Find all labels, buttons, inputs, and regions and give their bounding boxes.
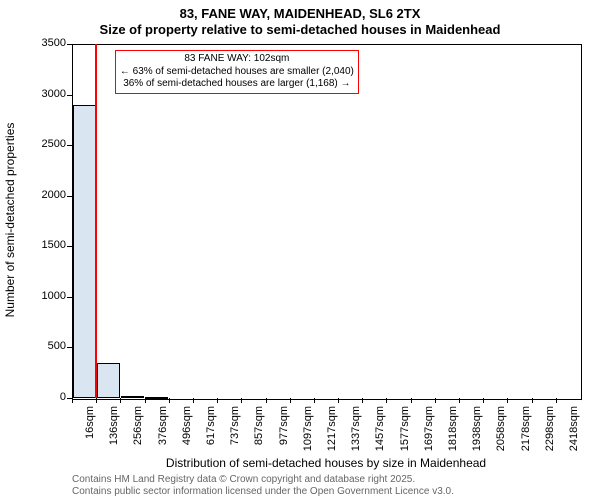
x-tick-mark: [338, 398, 339, 403]
x-axis-label: Distribution of semi-detached houses by …: [72, 456, 580, 470]
annotation-callout: 83 FANE WAY: 102sqm← 63% of semi-detache…: [115, 50, 359, 94]
y-tick-mark: [67, 297, 72, 298]
y-tick-label: 3000: [26, 88, 66, 100]
y-tick-label: 2000: [26, 189, 66, 201]
y-tick-mark: [67, 196, 72, 197]
x-tick-label: 1697sqm: [423, 406, 435, 456]
y-tick-label: 1500: [26, 239, 66, 251]
x-tick-mark: [193, 398, 194, 403]
chart-title-line1: 83, FANE WAY, MAIDENHEAD, SL6 2TX: [0, 6, 600, 21]
y-tick-label: 2500: [26, 138, 66, 150]
x-tick-mark: [241, 398, 242, 403]
annotation-line: 36% of semi-detached houses are larger (…: [120, 78, 354, 91]
y-tick-label: 3500: [26, 37, 66, 49]
annotation-line: 83 FANE WAY: 102sqm: [120, 53, 354, 66]
x-tick-mark: [532, 398, 533, 403]
x-tick-mark: [556, 398, 557, 403]
x-tick-label: 977sqm: [278, 406, 290, 456]
chart-subtitle-line2: Size of property relative to semi-detach…: [0, 22, 600, 37]
x-tick-label: 376sqm: [157, 406, 169, 456]
x-tick-label: 1217sqm: [326, 406, 338, 456]
x-tick-mark: [362, 398, 363, 403]
histogram-bar: [73, 105, 96, 398]
y-tick-mark: [67, 246, 72, 247]
x-tick-mark: [483, 398, 484, 403]
x-tick-label: 2178sqm: [520, 406, 532, 456]
x-tick-mark: [435, 398, 436, 403]
x-tick-label: 1818sqm: [447, 406, 459, 456]
chart-container: 83, FANE WAY, MAIDENHEAD, SL6 2TX Size o…: [0, 0, 600, 500]
x-tick-label: 857sqm: [253, 406, 265, 456]
y-tick-mark: [67, 44, 72, 45]
histogram-bar: [97, 363, 120, 398]
footer-attribution-2: Contains public sector information licen…: [72, 486, 454, 497]
x-tick-label: 1577sqm: [399, 406, 411, 456]
annotation-line: ← 63% of semi-detached houses are smalle…: [120, 66, 354, 79]
x-tick-label: 1938sqm: [471, 406, 483, 456]
x-tick-label: 1337sqm: [350, 406, 362, 456]
plot-area: [72, 44, 582, 400]
x-tick-mark: [96, 398, 97, 403]
x-tick-label: 256sqm: [132, 406, 144, 456]
x-tick-mark: [266, 398, 267, 403]
y-tick-mark: [67, 145, 72, 146]
x-tick-label: 16sqm: [84, 406, 96, 456]
x-tick-mark: [120, 398, 121, 403]
x-tick-mark: [507, 398, 508, 403]
histogram-bar: [121, 396, 144, 398]
footer-attribution-1: Contains HM Land Registry data © Crown c…: [72, 474, 415, 485]
x-tick-label: 496sqm: [181, 406, 193, 456]
y-tick-mark: [67, 95, 72, 96]
x-tick-mark: [411, 398, 412, 403]
histogram-bar: [145, 397, 168, 399]
highlight-marker-line: [95, 44, 97, 398]
x-tick-mark: [217, 398, 218, 403]
y-tick-label: 500: [26, 340, 66, 352]
x-tick-label: 2058sqm: [495, 406, 507, 456]
y-tick-label: 0: [26, 391, 66, 403]
x-tick-mark: [314, 398, 315, 403]
x-tick-label: 2298sqm: [544, 406, 556, 456]
y-tick-label: 1000: [26, 290, 66, 302]
x-tick-mark: [145, 398, 146, 403]
x-tick-label: 1097sqm: [302, 406, 314, 456]
x-tick-mark: [169, 398, 170, 403]
x-tick-label: 1457sqm: [374, 406, 386, 456]
x-tick-label: 737sqm: [229, 406, 241, 456]
x-tick-mark: [290, 398, 291, 403]
x-tick-label: 136sqm: [108, 406, 120, 456]
x-tick-mark: [459, 398, 460, 403]
x-tick-mark: [386, 398, 387, 403]
x-tick-mark: [72, 398, 73, 403]
x-tick-label: 617sqm: [205, 406, 217, 456]
y-tick-mark: [67, 347, 72, 348]
y-axis-label: Number of semi-detached properties: [3, 120, 17, 320]
x-tick-label: 2418sqm: [568, 406, 580, 456]
